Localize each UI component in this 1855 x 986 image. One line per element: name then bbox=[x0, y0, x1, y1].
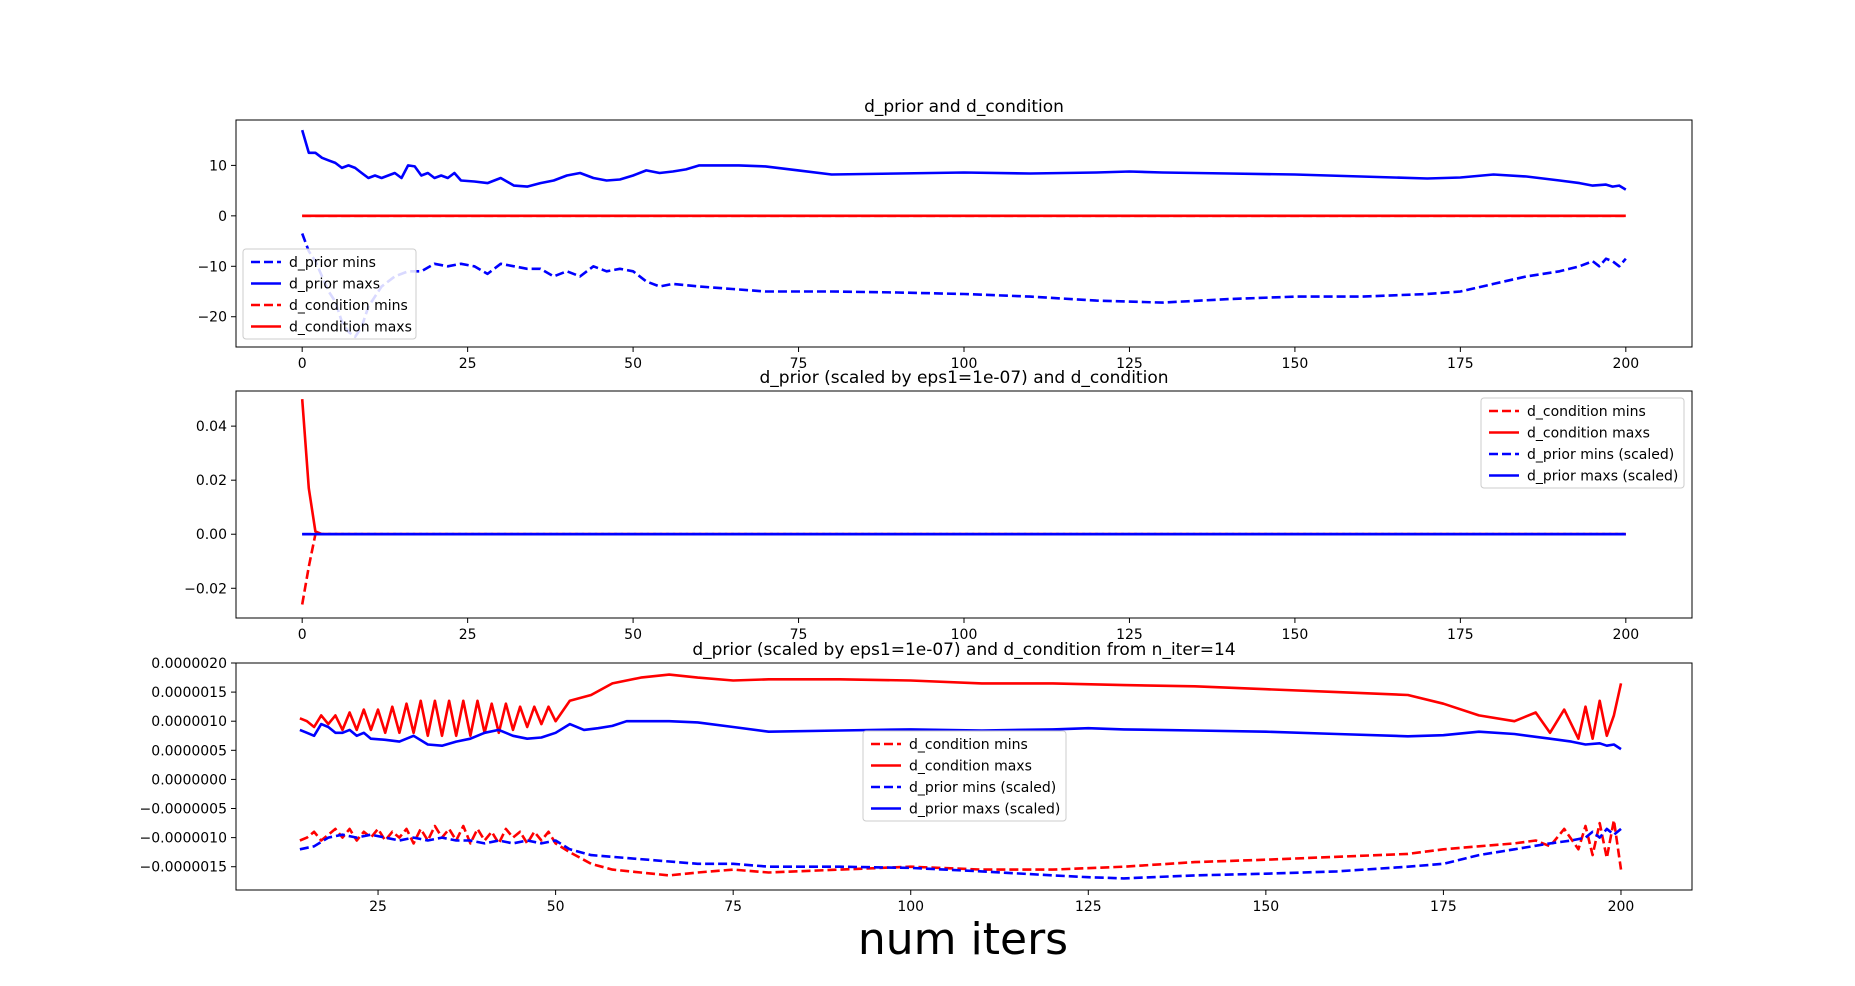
x-tick-label-2-4: 125 bbox=[1075, 899, 1102, 915]
x-tick-label-0-4: 100 bbox=[951, 356, 978, 372]
legend-label-2-2: d_prior mins (scaled) bbox=[909, 780, 1056, 796]
x-tick-label-0-7: 175 bbox=[1447, 356, 1474, 372]
y-tick-label-1-2: 0.02 bbox=[196, 473, 227, 489]
legend-1: d_condition mins d_condition maxs d_prior … bbox=[1480, 397, 1685, 489]
x-tick-label-1-0: 0 bbox=[298, 627, 307, 643]
chart-title-0: d_prior and d_condition bbox=[864, 97, 1064, 117]
series-group-2 bbox=[299, 673, 1623, 880]
legend-label-0-3: d_condition maxs bbox=[289, 320, 412, 336]
x-tick-label-0-2: 50 bbox=[624, 356, 642, 372]
chart-title-2: d_prior (scaled by eps1=1e-07) and d_con… bbox=[692, 640, 1235, 660]
y-tick-label-2-1: −0.0000010 bbox=[140, 831, 227, 847]
legend-box-0 bbox=[242, 248, 417, 340]
series-line-2-3 bbox=[299, 719, 1622, 751]
legend-2: d_condition mins d_condition maxs d_prior … bbox=[862, 730, 1067, 822]
legend-label-1-1: d_condition maxs bbox=[1527, 426, 1650, 442]
y-tick-label-0-3: 10 bbox=[209, 158, 227, 174]
x-tick-label-1-5: 125 bbox=[1116, 627, 1143, 643]
x-tick-label-1-3: 75 bbox=[790, 627, 808, 643]
x-tick-label-0-6: 150 bbox=[1282, 356, 1309, 372]
y-tick-label-2-7: 0.0000020 bbox=[151, 656, 227, 672]
x-tick-label-2-5: 150 bbox=[1252, 899, 1279, 915]
y-tick-label-0-1: −10 bbox=[197, 259, 227, 275]
x-tick-label-2-0: 25 bbox=[369, 899, 387, 915]
x-tick-label-1-8: 200 bbox=[1612, 627, 1639, 643]
x-tick-label-1-4: 100 bbox=[951, 627, 978, 643]
legend-label-2-0: d_condition mins bbox=[909, 737, 1028, 753]
panel-2: d_prior (scaled by eps1=1e-07) and d_con… bbox=[140, 640, 1693, 915]
legend-label-1-3: d_prior maxs (scaled) bbox=[1527, 469, 1678, 485]
axes-frame-2 bbox=[235, 662, 1693, 891]
series-line-2-2 bbox=[299, 827, 1622, 880]
y-tick-label-2-2: −0.0000005 bbox=[140, 802, 227, 818]
x-tick-label-0-0: 0 bbox=[298, 356, 307, 372]
legend-box-2 bbox=[862, 730, 1067, 822]
x-tick-label-2-1: 50 bbox=[547, 899, 565, 915]
chart-title-1: d_prior (scaled by eps1=1e-07) and d_con… bbox=[760, 368, 1169, 388]
x-tick-label-2-6: 175 bbox=[1430, 899, 1457, 915]
legend-label-0-2: d_condition mins bbox=[289, 298, 408, 314]
series-line-2-0 bbox=[299, 818, 1623, 877]
x-tick-label-0-1: 25 bbox=[459, 356, 477, 372]
y-tick-label-2-3: 0.0000000 bbox=[151, 772, 227, 788]
x-tick-label-1-1: 25 bbox=[459, 627, 477, 643]
y-tick-label-1-0: −0.02 bbox=[184, 581, 227, 597]
y-tick-label-0-2: 0 bbox=[218, 209, 227, 225]
x-tick-label-2-7: 200 bbox=[1608, 899, 1635, 915]
legend-label-1-0: d_condition mins bbox=[1527, 404, 1646, 420]
y-tick-label-2-5: 0.0000010 bbox=[151, 714, 227, 730]
legend-box-1 bbox=[1480, 397, 1685, 489]
legend-0: d_prior mins d_prior maxs d_condition mins… bbox=[242, 248, 417, 340]
series-group-1 bbox=[300, 399, 1626, 605]
x-tick-label-1-2: 50 bbox=[624, 627, 642, 643]
y-tick-label-2-0: −0.0000015 bbox=[140, 860, 227, 876]
series-line-2-1 bbox=[299, 673, 1623, 741]
y-tick-label-0-0: −20 bbox=[197, 310, 227, 326]
legend-label-0-0: d_prior mins bbox=[289, 255, 376, 271]
x-tick-label-2-2: 75 bbox=[724, 899, 742, 915]
legend-label-0-1: d_prior maxs bbox=[289, 277, 380, 293]
legend-label-2-1: d_condition maxs bbox=[909, 759, 1032, 775]
y-tick-label-2-6: 0.0000015 bbox=[151, 685, 227, 701]
x-tick-label-1-7: 175 bbox=[1447, 627, 1474, 643]
x-tick-label-0-3: 75 bbox=[790, 356, 808, 372]
x-tick-label-2-3: 100 bbox=[897, 899, 924, 915]
x-axis-label: num iters bbox=[858, 914, 1068, 965]
panel-1: d_prior (scaled by eps1=1e-07) and d_con… bbox=[184, 368, 1693, 643]
x-tick-label-0-5: 125 bbox=[1116, 356, 1143, 372]
y-tick-label-1-3: 0.04 bbox=[196, 419, 227, 435]
legend-label-1-2: d_prior mins (scaled) bbox=[1527, 447, 1674, 463]
x-tick-label-0-8: 200 bbox=[1612, 356, 1639, 372]
y-tick-label-1-1: 0.00 bbox=[196, 527, 227, 543]
legend-label-2-3: d_prior maxs (scaled) bbox=[909, 802, 1060, 818]
x-tick-label-1-6: 150 bbox=[1282, 627, 1309, 643]
y-tick-label-2-4: 0.0000005 bbox=[151, 743, 227, 759]
series-line-0-1 bbox=[300, 129, 1627, 191]
